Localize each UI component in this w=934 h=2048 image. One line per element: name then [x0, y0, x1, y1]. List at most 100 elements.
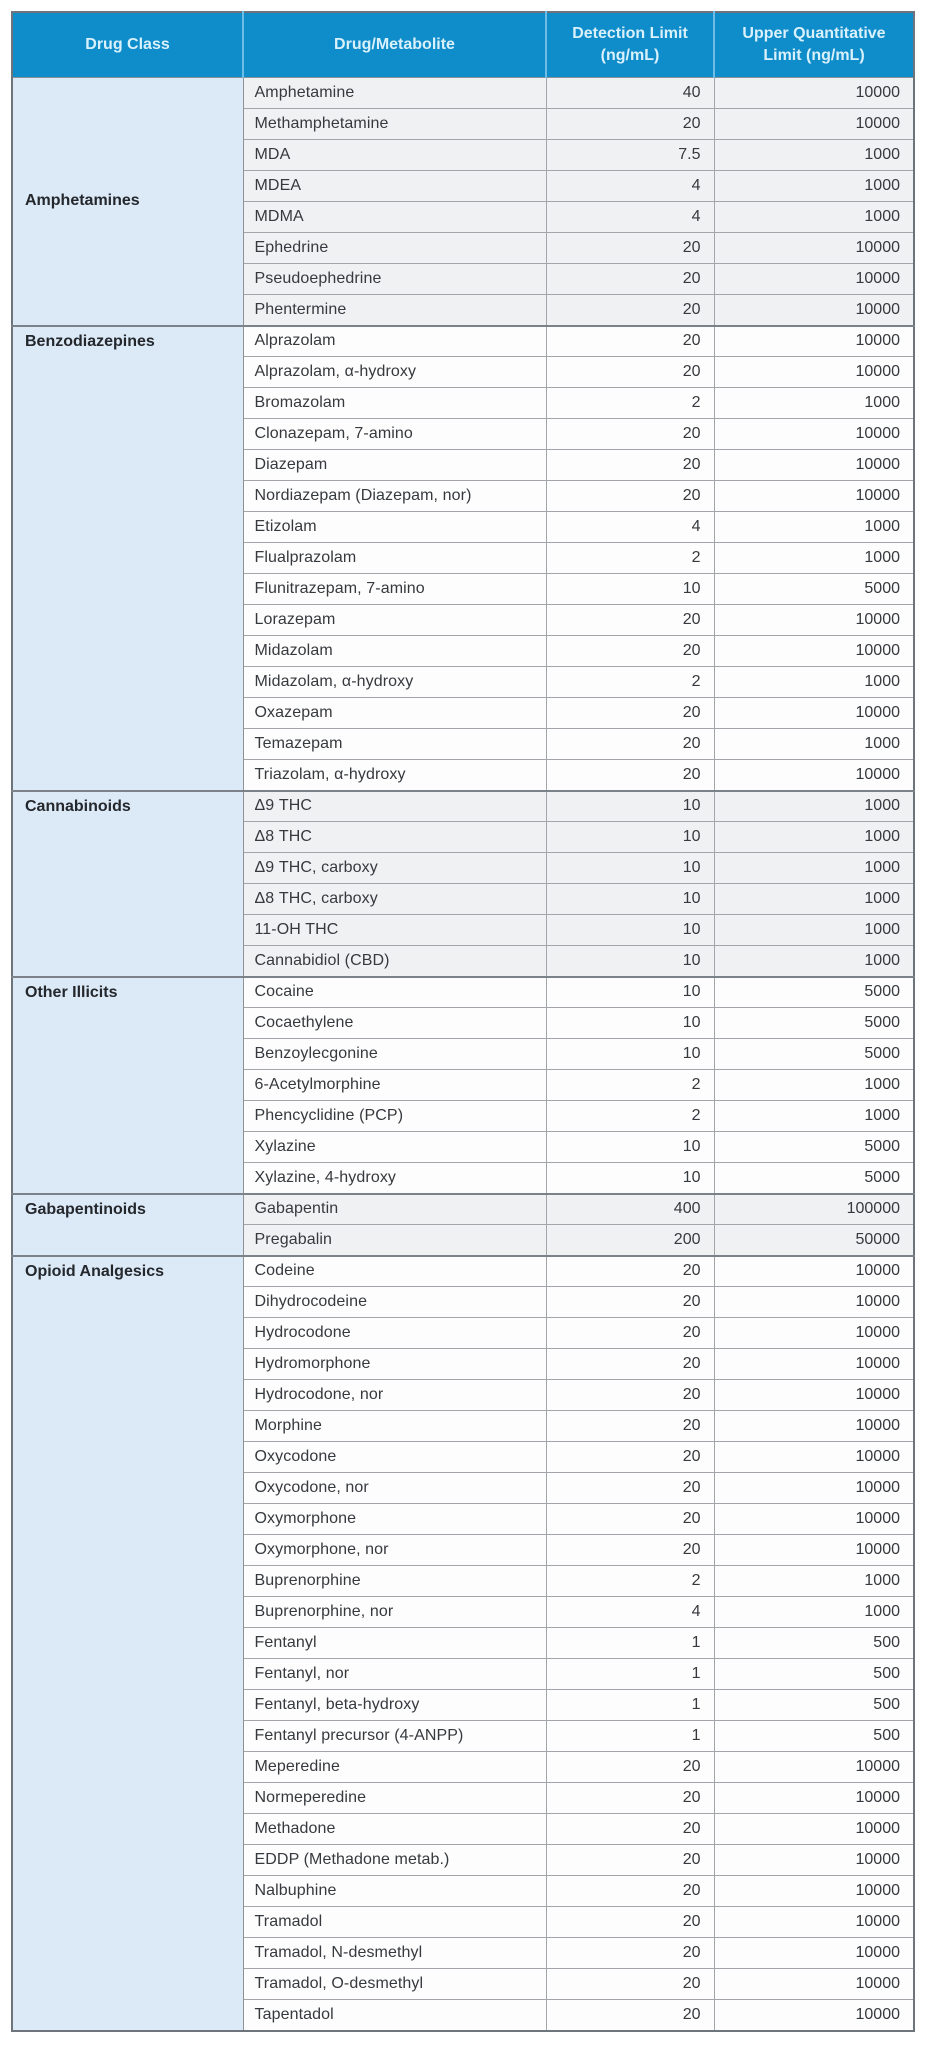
detection-limit-cell: 20: [546, 759, 715, 791]
table-row: Buprenorphine 2 1000: [12, 1565, 914, 1597]
table-row: Cannabidiol (CBD) 10 1000: [12, 945, 914, 977]
drug-name-cell: Nordiazepam (Diazepam, nor): [243, 480, 547, 512]
upper-limit-cell: 1000: [714, 1069, 914, 1101]
upper-limit-cell: 1000: [714, 883, 914, 915]
drug-name-cell: Diazepam: [243, 449, 547, 481]
table-row: Fentanyl 1 500: [12, 1627, 914, 1659]
drug-name-cell: Fentanyl: [243, 1627, 547, 1659]
table-row: Midazolam, α-hydroxy 2 1000: [12, 666, 914, 698]
upper-limit-cell: 10000: [714, 1999, 914, 2031]
upper-limit-cell: 1000: [714, 666, 914, 698]
drug-name-cell: Normeperedine: [243, 1782, 547, 1814]
drug-name-cell: Oxymorphone: [243, 1503, 547, 1535]
detection-limit-cell: 40: [546, 77, 715, 109]
upper-limit-cell: 500: [714, 1627, 914, 1659]
drug-class-label: Benzodiazepines: [25, 332, 155, 350]
upper-limit-cell: 10000: [714, 480, 914, 512]
table-row: MDEA 4 1000: [12, 170, 914, 202]
drug-name-cell: Xylazine, 4-hydroxy: [243, 1162, 547, 1194]
header-drug-metabolite-label: Drug/Metabolite: [334, 36, 455, 54]
drug-name-cell: MDEA: [243, 170, 547, 202]
detection-limit-cell: 20: [546, 1906, 715, 1938]
drug-name-cell: Clonazepam, 7-amino: [243, 418, 547, 450]
drug-name-cell: Phentermine: [243, 294, 547, 326]
drug-name-cell: Methadone: [243, 1813, 547, 1845]
drug-name-cell: Flualprazolam: [243, 542, 547, 574]
detection-limit-cell: 20: [546, 418, 715, 450]
header-upper-limit: Upper Quantitative Limit (ng/mL): [714, 12, 914, 78]
upper-limit-cell: 10000: [714, 1968, 914, 2000]
detection-limit-cell: 1: [546, 1689, 715, 1721]
drug-name-cell: Benzoylecgonine: [243, 1038, 547, 1070]
table-row: Nalbuphine 20 10000: [12, 1875, 914, 1907]
upper-limit-cell: 10000: [714, 418, 914, 450]
detection-limit-cell: 20: [546, 232, 715, 264]
upper-limit-cell: 1000: [714, 542, 914, 574]
table-row: Bromazolam 2 1000: [12, 387, 914, 419]
header-detection-limit: Detection Limit (ng/mL): [546, 12, 715, 78]
drug-class-label: Amphetamines: [25, 192, 140, 210]
drug-name-cell: Δ8 THC: [243, 821, 547, 853]
drug-class-label: Gabapentinoids: [25, 1200, 146, 1218]
detection-limit-cell: 20: [546, 1844, 715, 1876]
drug-name-cell: Morphine: [243, 1410, 547, 1442]
detection-limit-cell: 10: [546, 1162, 715, 1194]
upper-limit-cell: 10000: [714, 356, 914, 388]
drug-name-cell: Oxazepam: [243, 697, 547, 729]
drug-name-cell: Midazolam: [243, 635, 547, 667]
detection-limit-cell: 2: [546, 1100, 715, 1132]
detection-limit-cell: 10: [546, 852, 715, 884]
drug-name-cell: 11-OH THC: [243, 914, 547, 946]
detection-limit-cell: 4: [546, 1596, 715, 1628]
header-detection-limit-line2: (ng/mL): [600, 47, 660, 64]
table-row: Meperedine 20 10000: [12, 1751, 914, 1783]
upper-limit-cell: 10000: [714, 108, 914, 140]
upper-limit-cell: 1000: [714, 789, 914, 822]
detection-limit-cell: 20: [546, 635, 715, 667]
drug-name-cell: Amphetamine: [243, 77, 547, 109]
detection-limit-cell: 20: [546, 604, 715, 636]
drug-name-cell: Temazepam: [243, 728, 547, 760]
detection-limit-cell: 20: [546, 1968, 715, 2000]
table-row: Gabapentinoids Gabapentin 400 100000: [12, 1192, 914, 1256]
upper-limit-cell: 5000: [714, 975, 914, 1008]
table-row: Phencyclidine (PCP) 2 1000: [12, 1100, 914, 1132]
detection-limit-cell: 20: [546, 1782, 715, 1814]
detection-limit-cell: 10: [546, 975, 715, 1008]
upper-limit-cell: 1000: [714, 728, 914, 760]
upper-limit-cell: 500: [714, 1720, 914, 1752]
detection-limit-cell: 20: [546, 1379, 715, 1411]
upper-limit-cell: 10000: [714, 1503, 914, 1535]
drug-name-cell: Δ9 THC, carboxy: [243, 852, 547, 884]
upper-limit-cell: 5000: [714, 1038, 914, 1070]
table-row: Xylazine, 4-hydroxy 10 5000: [12, 1162, 914, 1194]
upper-limit-cell: 1000: [714, 511, 914, 543]
drug-class-label: Cannabinoids: [25, 797, 131, 815]
table-row: Triazolam, α-hydroxy 20 10000: [12, 759, 914, 791]
header-upper-limit-line2: Limit (ng/mL): [763, 47, 865, 64]
detection-limit-cell: 20: [546, 1441, 715, 1473]
upper-limit-cell: 10000: [714, 263, 914, 295]
drug-name-cell: Cocaine: [243, 975, 547, 1008]
upper-limit-cell: 10000: [714, 324, 914, 357]
drug-name-cell: Cannabidiol (CBD): [243, 945, 547, 977]
drug-name-cell: MDMA: [243, 201, 547, 233]
upper-limit-cell: 1000: [714, 852, 914, 884]
drug-name-cell: Tramadol, O-desmethyl: [243, 1968, 547, 2000]
table-row: Lorazepam 20 10000: [12, 604, 914, 636]
upper-limit-cell: 10000: [714, 1441, 914, 1473]
detection-limit-cell: 20: [546, 1813, 715, 1845]
detection-limit-cell: 10: [546, 789, 715, 822]
table-row: Buprenorphine, nor 4 1000: [12, 1596, 914, 1628]
drug-name-cell: Alprazolam: [243, 324, 547, 357]
detection-limit-cell: 20: [546, 1751, 715, 1783]
table-row: Tramadol, N-desmethyl 20 10000: [12, 1937, 914, 1969]
detection-limit-cell: 20: [546, 1317, 715, 1349]
drug-name-cell: Pregabalin: [243, 1224, 547, 1256]
table-row: Flualprazolam 2 1000: [12, 542, 914, 574]
drug-name-cell: Hydromorphone: [243, 1348, 547, 1380]
upper-limit-cell: 10000: [714, 697, 914, 729]
drug-name-cell: Buprenorphine: [243, 1565, 547, 1597]
table-row: Benzodiazepines Alprazolam 20 10000: [12, 324, 914, 791]
